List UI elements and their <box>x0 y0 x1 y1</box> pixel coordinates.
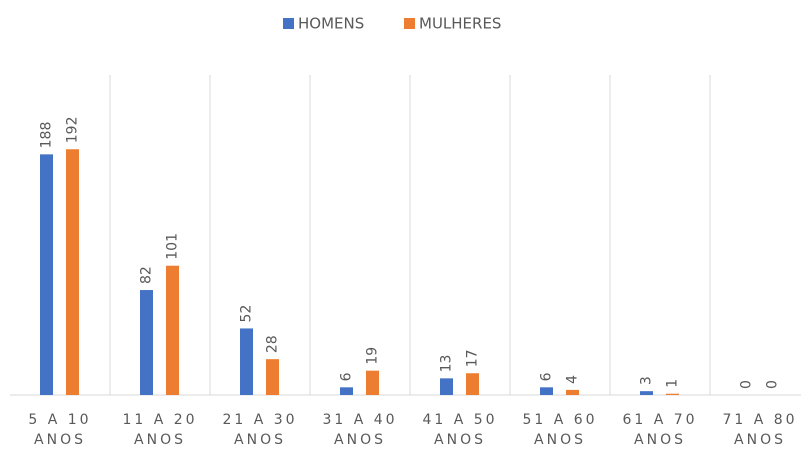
data-label: 6 <box>539 372 555 381</box>
data-label: 3 <box>639 376 655 385</box>
data-label: 0 <box>739 380 755 389</box>
bar <box>66 149 79 395</box>
x-tick-label: 11 A 20 ANOS <box>122 412 198 448</box>
bar <box>466 373 479 395</box>
legend-label: HOMENS <box>298 15 364 33</box>
x-tick-label: 61 A 70 ANOS <box>622 412 698 448</box>
data-label: 13 <box>439 355 455 373</box>
data-label: 0 <box>765 380 781 389</box>
data-label: 6 <box>339 372 355 381</box>
x-tick-label: 21 A 30 ANOS <box>222 412 298 448</box>
x-tick-label: 41 A 50 ANOS <box>422 412 498 448</box>
bar <box>340 387 353 395</box>
bar <box>240 328 253 395</box>
data-label: 101 <box>165 233 181 260</box>
bar <box>366 370 379 395</box>
data-label: 192 <box>65 117 81 144</box>
bar <box>40 154 53 395</box>
legend-swatch <box>283 18 294 29</box>
bar <box>166 265 179 395</box>
legend-label: MULHERES <box>419 15 501 33</box>
data-label: 28 <box>265 335 281 353</box>
bar <box>140 290 153 395</box>
data-label: 1 <box>665 379 681 388</box>
bar <box>666 393 679 395</box>
data-label: 188 <box>39 122 55 149</box>
legend-swatch <box>404 18 415 29</box>
bar <box>566 389 579 395</box>
x-tick-label: 51 A 60 ANOS <box>522 412 598 448</box>
x-tick-label: 71 A 80 ANOS <box>722 412 798 448</box>
data-label: 19 <box>365 347 381 365</box>
data-label: 82 <box>139 266 155 284</box>
x-tick-label: 5 A 10 ANOS <box>28 412 92 448</box>
data-label: 52 <box>239 305 255 323</box>
bar <box>440 378 453 395</box>
bar <box>266 359 279 395</box>
data-label: 4 <box>565 375 581 384</box>
data-label: 17 <box>465 349 481 367</box>
x-tick-label: 31 A 40 ANOS <box>322 412 398 448</box>
bar <box>540 387 553 395</box>
bar <box>640 391 653 395</box>
